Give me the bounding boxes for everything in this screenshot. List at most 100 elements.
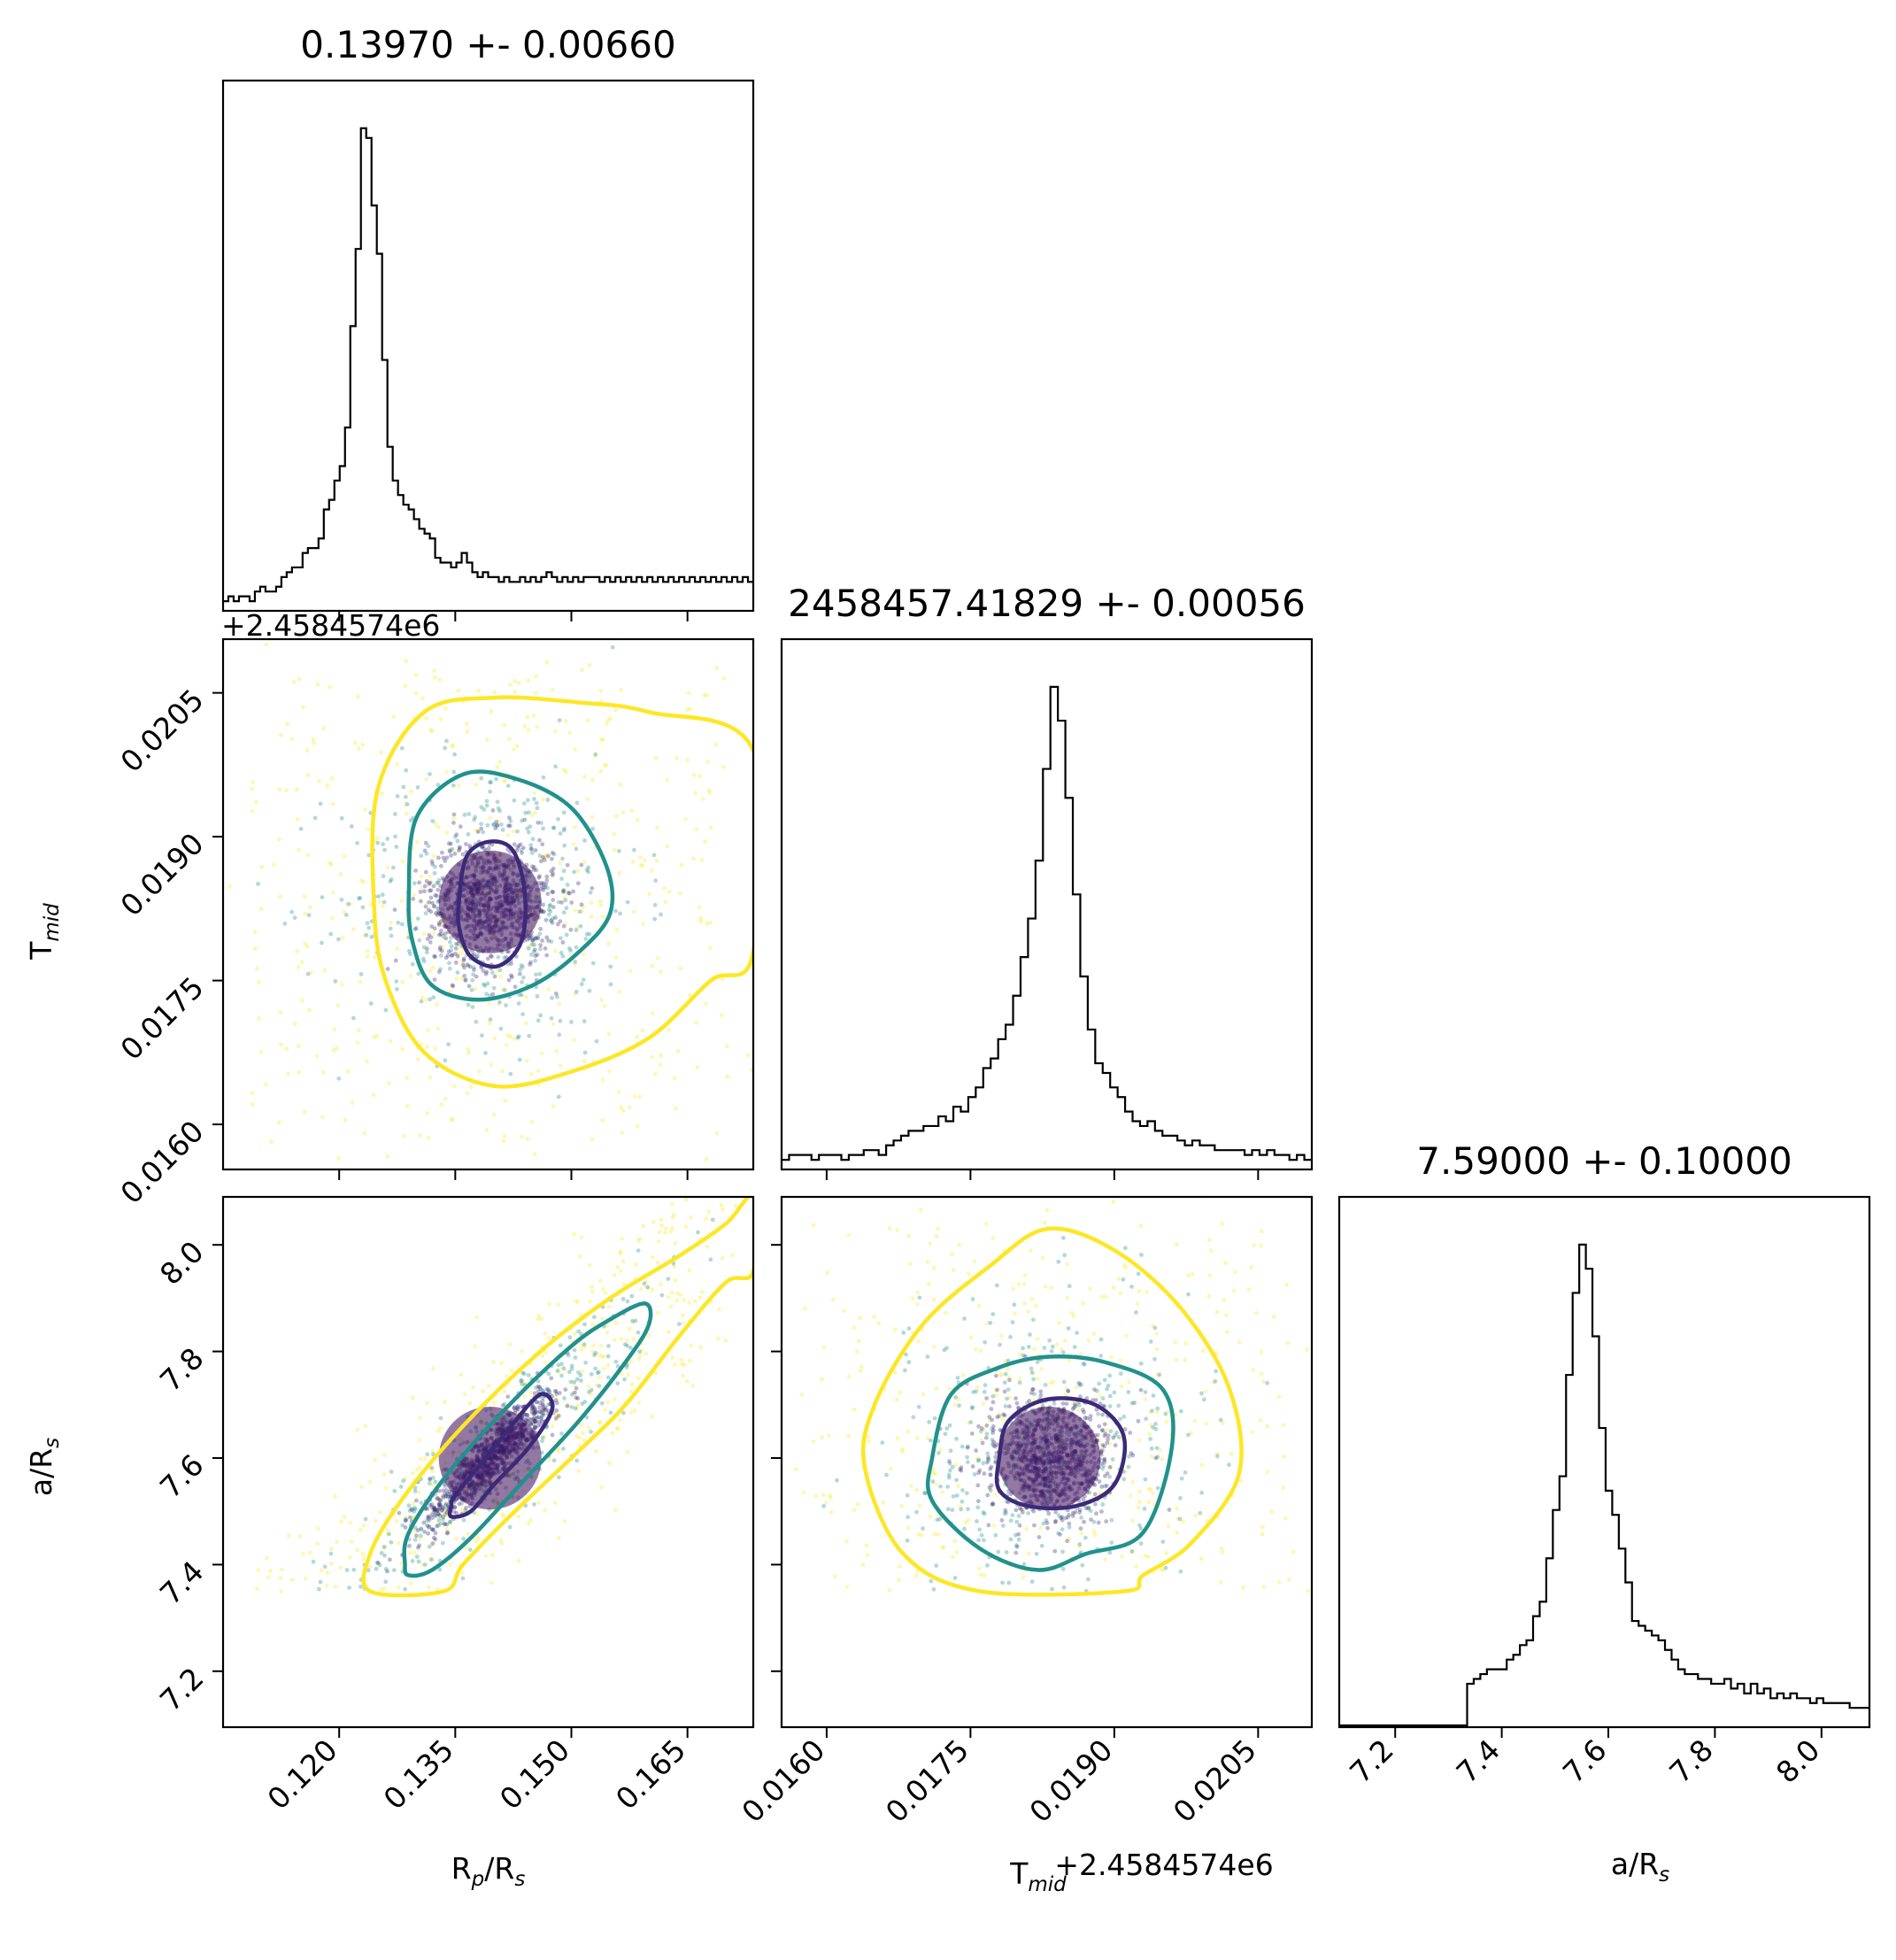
sample-point — [659, 1293, 664, 1298]
sample-point — [847, 1233, 852, 1238]
sample-point — [492, 986, 497, 991]
sample-point — [264, 1082, 268, 1086]
sample-point — [887, 1588, 891, 1593]
sample-point — [872, 1315, 876, 1319]
sample-point — [366, 827, 371, 831]
sample-point — [359, 878, 364, 883]
sample-point — [297, 1044, 301, 1048]
sample-point — [613, 1397, 617, 1401]
sample-point — [1208, 1273, 1213, 1277]
sample-point — [1225, 1330, 1229, 1334]
sample-point — [1100, 1413, 1105, 1417]
sample-point — [490, 970, 495, 975]
sample-point — [455, 839, 459, 844]
sample-point — [999, 1518, 1004, 1523]
sample-point — [1060, 1549, 1065, 1554]
sample-point — [626, 1373, 630, 1377]
sample-point — [333, 1494, 337, 1499]
sample-point — [1003, 1390, 1007, 1394]
sample-point — [544, 660, 549, 665]
sample-point — [420, 696, 425, 700]
sample-point — [931, 1479, 936, 1484]
sample-point — [554, 992, 559, 996]
sample-point — [216, 579, 220, 583]
sample-point — [382, 1554, 387, 1558]
sample-point — [646, 1333, 651, 1338]
sample-point — [704, 1157, 708, 1161]
sample-point — [320, 941, 324, 945]
sample-point — [950, 1252, 954, 1256]
sample-point — [429, 935, 434, 939]
sample-point — [295, 787, 299, 791]
sample-point — [343, 1515, 347, 1519]
sample-point — [562, 868, 566, 873]
sample-point — [340, 816, 344, 821]
sample-point — [802, 1490, 806, 1494]
sample-point — [1022, 1273, 1027, 1277]
sample-point — [983, 1390, 987, 1394]
sample-point — [1103, 1431, 1107, 1436]
sample-point — [949, 1448, 953, 1453]
sample-point — [425, 1045, 429, 1049]
sample-point — [501, 1403, 505, 1408]
sample-point — [428, 889, 432, 893]
sample-point — [952, 1268, 956, 1272]
sample-point — [1460, 1525, 1464, 1530]
sample-point — [453, 952, 458, 956]
sample-point — [386, 967, 390, 971]
sample-point — [416, 972, 420, 976]
sample-point — [409, 974, 413, 978]
sample-point — [503, 1134, 507, 1138]
sample-point — [433, 954, 437, 959]
sample-point — [437, 922, 442, 927]
sample-point — [350, 1539, 354, 1544]
sample-point — [404, 659, 408, 663]
sample-point — [618, 1418, 622, 1423]
sample-point — [520, 545, 524, 550]
sample-point — [1148, 1170, 1152, 1175]
sample-point — [343, 1118, 348, 1123]
sample-point — [858, 1316, 862, 1320]
sample-point — [590, 815, 595, 820]
sample-point — [381, 904, 385, 908]
sample-point — [425, 1111, 429, 1115]
sample-point — [990, 1236, 995, 1240]
sample-point — [915, 1436, 920, 1440]
sample-point — [812, 1439, 816, 1444]
sample-point — [966, 1460, 970, 1464]
sample-point — [448, 967, 452, 971]
sample-point — [492, 1113, 497, 1117]
sample-point — [443, 1058, 447, 1062]
sample-point — [1081, 1362, 1085, 1366]
sample-point — [425, 1524, 429, 1528]
y-tick-label: 0.0160 — [113, 1114, 210, 1210]
sample-point — [574, 1406, 578, 1410]
sample-point — [533, 1419, 537, 1424]
sample-point — [340, 983, 344, 987]
sample-point — [915, 1302, 920, 1307]
sample-point — [344, 913, 349, 917]
sample-point — [257, 1016, 261, 1021]
sample-point — [947, 1476, 952, 1480]
sample-point — [576, 881, 581, 885]
histogram-rp — [223, 128, 753, 601]
sample-point — [536, 1415, 541, 1419]
sample-point — [1032, 1524, 1037, 1528]
sample-point — [557, 1475, 561, 1479]
sample-point — [935, 1234, 939, 1239]
sample-point — [695, 1065, 699, 1069]
sample-point — [1155, 1446, 1160, 1450]
sample-point — [445, 1492, 450, 1496]
sample-point — [1150, 1455, 1154, 1459]
sample-point — [431, 931, 435, 936]
sample-point — [972, 1259, 976, 1263]
sample-point — [700, 1163, 705, 1168]
sample-point — [1052, 1380, 1056, 1385]
sample-point — [559, 876, 564, 881]
sample-point — [667, 1028, 671, 1032]
sample-point — [412, 881, 417, 885]
sample-point — [1094, 1398, 1098, 1402]
sample-point — [567, 1335, 572, 1339]
sample-point — [534, 674, 538, 678]
sample-point — [678, 966, 682, 970]
